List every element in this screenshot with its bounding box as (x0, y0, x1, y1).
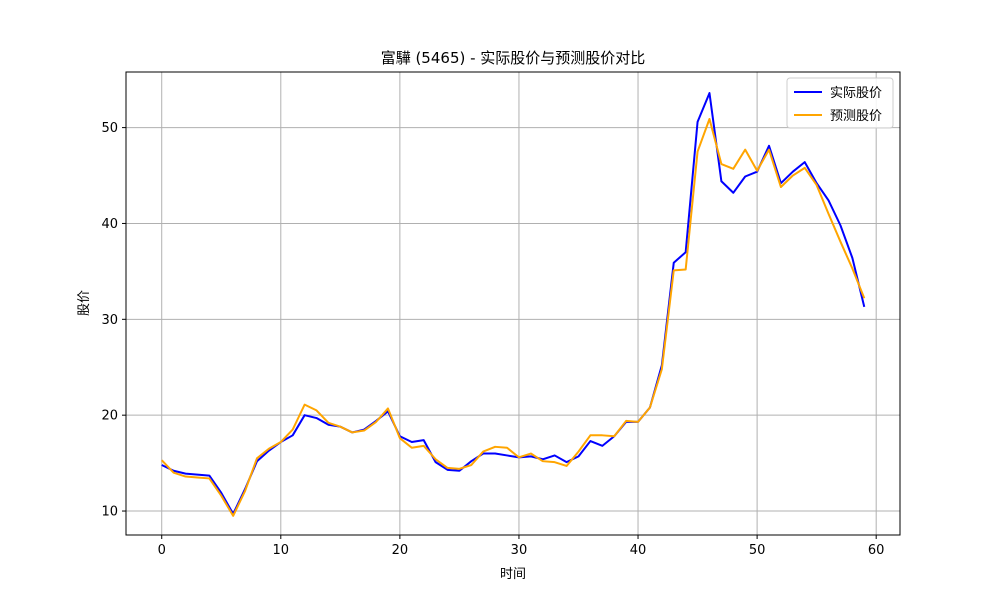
plot-frame (125, 71, 901, 536)
plot-area-background (126, 72, 900, 535)
series-lines (160, 92, 866, 517)
y-axis-label: 股价 (77, 290, 92, 316)
x-tick-label: 60 (868, 543, 885, 558)
x-axis-label: 时间 (500, 567, 526, 582)
chart-title: 富驊 (5465) - 实际股价与预测股价对比 (381, 49, 646, 67)
y-tick-label: 30 (101, 313, 118, 328)
x-tick-label: 40 (630, 543, 647, 558)
y-tick-label: 20 (101, 409, 118, 424)
series-line-predicted (160, 117, 866, 517)
y-tick-label: 10 (101, 505, 118, 520)
x-tick-label: 30 (511, 543, 528, 558)
y-tick-label: 40 (101, 217, 118, 232)
x-tick-label: 0 (158, 543, 166, 558)
x-tick-label: 50 (749, 543, 766, 558)
legend-label-predicted: 预测股价 (830, 109, 882, 124)
grid-lines (126, 72, 900, 535)
legend: 实际股价 预测股价 (786, 77, 894, 129)
axis-ticks: 0 10 20 30 40 50 60 10 20 30 40 50 (101, 121, 884, 558)
x-tick-label: 20 (392, 543, 409, 558)
legend-label-actual: 实际股价 (830, 86, 882, 101)
y-tick-label: 50 (101, 121, 118, 136)
x-tick-label: 10 (273, 543, 290, 558)
